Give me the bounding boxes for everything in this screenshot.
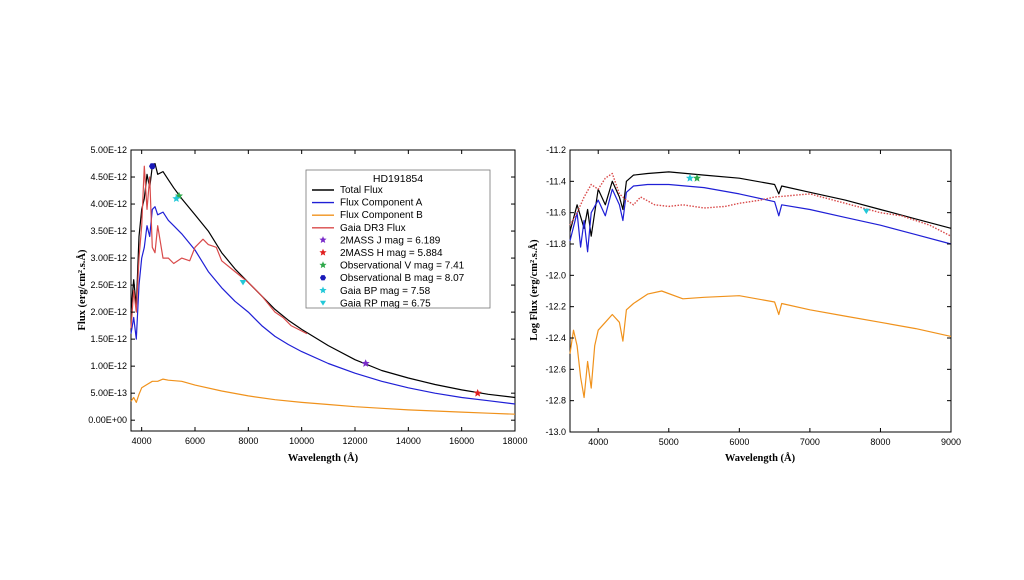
left-y-tick-label: 4.00E-12 <box>90 199 127 209</box>
right-point-observational-v-mag-7-41 <box>693 174 701 182</box>
legend-marker <box>319 286 327 294</box>
left-y-tick-label: 2.50E-12 <box>90 280 127 290</box>
legend-entry: Gaia RP mag = 6.75 <box>340 298 431 309</box>
right-x-axis-label: Wavelength (Å) <box>725 452 796 464</box>
left-y-tick-label: 3.50E-12 <box>90 226 127 236</box>
left-series-total-flux <box>130 162 516 399</box>
left-y-axis-label: Flux (erg/cm².s.Å) <box>76 249 88 331</box>
legend-marker <box>319 275 327 281</box>
left-x-axis-label: Wavelength (Å) <box>288 452 359 464</box>
right-x-ticks: 4000 5000 6000 7000 8000 9000 <box>588 150 961 447</box>
right-y-tick-label: -11.6 <box>546 208 566 218</box>
left-y-ticks: 0.00E+00 5.00E-13 1.00E-12 1.50E-12 2.00E-12… <box>88 145 515 425</box>
right-plot-frame <box>569 149 952 433</box>
legend-entry: Observational V mag = 7.41 <box>340 261 465 272</box>
left-y-tick-label: 5.00E-13 <box>90 388 127 398</box>
left-point-gaia-bp-mag-7-58 <box>172 194 181 203</box>
right-series-gaia-dr3-flux <box>569 172 952 237</box>
left-y-tick-label: 4.50E-12 <box>90 172 127 182</box>
legend-entry: 2MASS J mag = 6.189 <box>340 235 441 246</box>
left-y-tick-label: 2.00E-12 <box>90 307 127 317</box>
left-plot-frame <box>130 149 516 432</box>
right-y-tick-label: -12.8 <box>545 396 566 406</box>
left-x-tick-label: 18000 <box>502 436 527 446</box>
right-series-flux-component-b <box>569 290 952 399</box>
right-x-tick-label: 5000 <box>659 437 679 447</box>
right-x-tick-label: 4000 <box>588 437 608 447</box>
left-x-tick-label: 16000 <box>449 436 474 446</box>
legend-marker <box>319 300 327 306</box>
left-point-observational-b-mag-8-07 <box>148 163 156 170</box>
legend-entry: Observational B mag = 8.07 <box>340 273 465 284</box>
legend-marker <box>319 248 327 256</box>
left-y-tick-label: 1.00E-12 <box>90 361 127 371</box>
right-y-tick-label: -11.2 <box>546 145 566 155</box>
right-series-total-flux <box>569 171 952 237</box>
legend-marker <box>319 236 327 243</box>
legend-entry: Flux Component B <box>340 210 423 221</box>
right-y-axis-label: Log Flux (erg/cm².s.Å) <box>528 239 540 341</box>
right-y-tick-label: -12.4 <box>545 333 566 343</box>
left-series-flux-component-a <box>130 206 516 405</box>
right-x-tick-label: 9000 <box>941 437 961 447</box>
legend-marker <box>319 261 327 269</box>
right-series-flux-component-a <box>569 183 952 253</box>
right-y-tick-label: -11.4 <box>546 176 566 186</box>
left-y-tick-label: 0.00E+00 <box>88 415 127 425</box>
left-legend: HD191854 Total Flux Flux Component AFlux … <box>305 169 491 309</box>
legend-title: HD191854 <box>373 173 423 185</box>
left-x-tick-label: 4000 <box>132 436 152 446</box>
legend-frame <box>305 169 491 309</box>
right-x-tick-label: 7000 <box>800 437 820 447</box>
right-point-gaia-bp-mag-7-58 <box>685 174 694 182</box>
left-series-layer <box>130 162 516 415</box>
right-y-tick-label: -13.0 <box>545 427 566 437</box>
left-y-tick-label: 3.00E-12 <box>90 253 127 263</box>
left-point-2mass-h-mag-5-884 <box>473 388 482 397</box>
right-y-tick-label: -12.6 <box>545 364 566 374</box>
right-y-tick-label: -11.8 <box>546 239 566 249</box>
left-series-flux-component-b <box>130 378 516 415</box>
right-y-tick-label: -12.0 <box>545 270 566 280</box>
right-x-tick-label: 8000 <box>870 437 890 447</box>
left-x-tick-label: 6000 <box>185 436 205 446</box>
left-x-tick-label: 8000 <box>238 436 258 446</box>
right-series-layer <box>569 171 952 399</box>
left-panel: 4000 6000 8000 10000 12000 14000 16000 18000 0.… <box>76 145 528 464</box>
left-point-gaia-rp-mag-6-75 <box>239 280 247 286</box>
right-point-gaia-rp-mag-6-75 <box>862 208 870 215</box>
right-panel: 4000 5000 6000 7000 8000 9000 -13.0 -12.8 -12.6… <box>528 145 961 464</box>
legend-entry: Flux Component A <box>340 198 423 209</box>
legend-entry: Total Flux <box>340 185 383 196</box>
left-series-gaia-dr3-flux <box>130 165 308 335</box>
left-x-ticks: 4000 6000 8000 10000 12000 14000 16000 18000 <box>132 150 528 446</box>
legend-entry: Gaia BP mag = 7.58 <box>340 286 431 297</box>
right-x-tick-label: 6000 <box>729 437 749 447</box>
left-x-tick-label: 12000 <box>342 436 367 446</box>
right-y-ticks: -13.0 -12.8 -12.6 -12.4 -12.2 -12.0 -11.8 -11.6… <box>545 145 951 437</box>
left-points-layer <box>148 163 482 397</box>
right-y-tick-label: -12.2 <box>545 302 566 312</box>
left-x-tick-label: 10000 <box>289 436 314 446</box>
left-x-tick-label: 14000 <box>396 436 421 446</box>
legend-entry: Gaia DR3 Flux <box>340 223 406 234</box>
legend-entry: 2MASS H mag = 5.884 <box>340 248 443 259</box>
left-y-tick-label: 1.50E-12 <box>90 334 127 344</box>
left-point-2mass-j-mag-6-189 <box>361 359 370 367</box>
right-points-layer <box>685 174 870 215</box>
left-y-tick-label: 5.00E-12 <box>90 145 127 155</box>
